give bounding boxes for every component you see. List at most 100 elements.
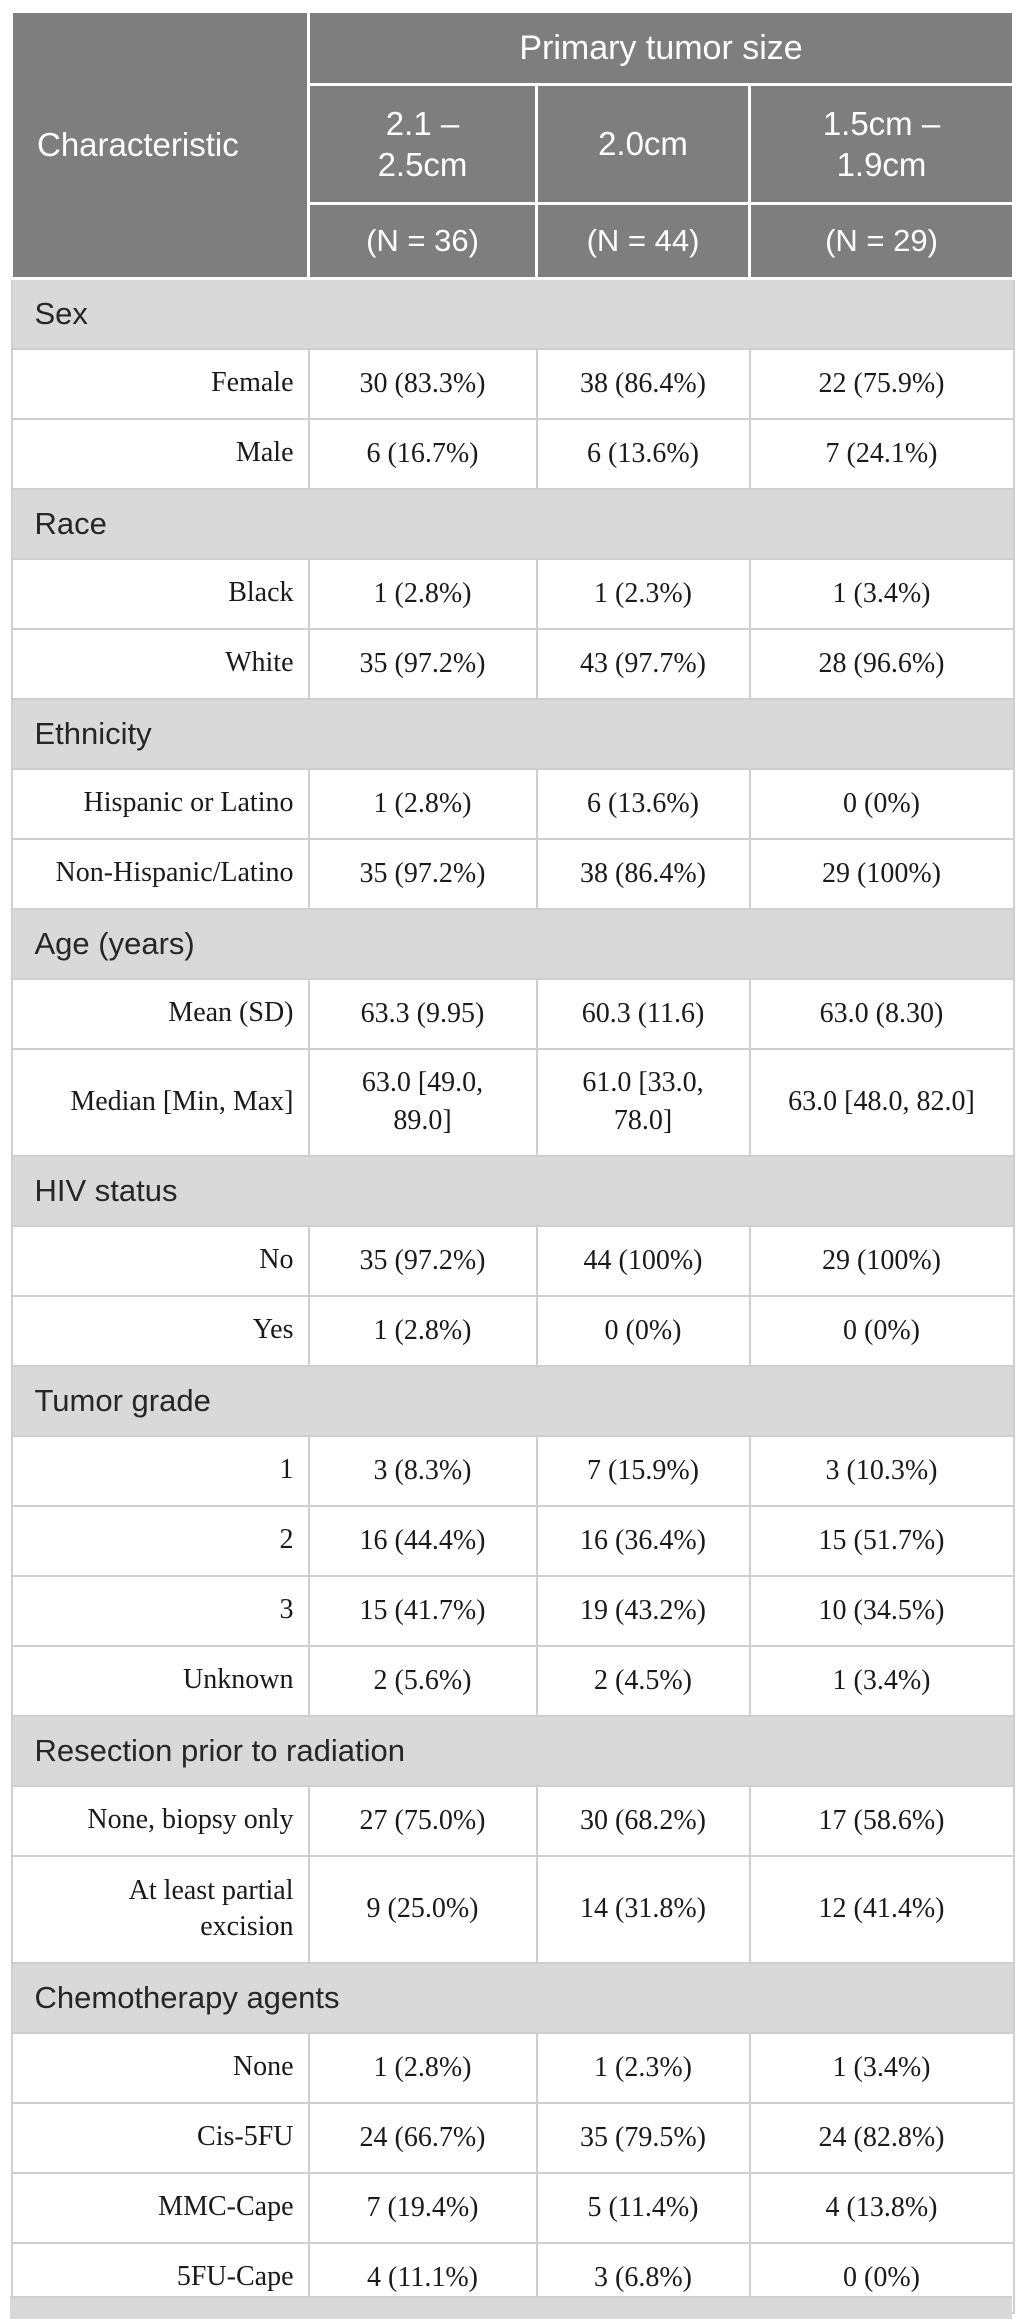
table-row: No 35 (97.2%) 44 (100%) 29 (100%) [10,1224,1015,1297]
row-label: 3 [10,1574,310,1647]
row-label: Cis-5FU [10,2101,310,2174]
cell-value: 1 (2.8%) [307,2031,538,2104]
row-label: Hispanic or Latino [10,767,310,840]
row-label: White [10,627,310,700]
cell-value: 0 (0%) [748,767,1015,840]
cell-value: 29 (100%) [748,1224,1015,1297]
cell-value: 16 (36.4%) [535,1504,751,1577]
table-row: Yes 1 (2.8%) 0 (0%) 0 (0%) [10,1294,1015,1367]
section-row-hiv-status: HIV status [10,1154,1015,1227]
cell-value: 35 (97.2%) [307,837,538,910]
section-title: Chemotherapy agents [10,1961,1015,2034]
cell-value: 63.0 [49.0, 89.0] [307,1047,538,1157]
row-label: None, biopsy only [10,1784,310,1857]
row-label: Male [10,417,310,490]
table-row: Median [Min, Max] 63.0 [49.0, 89.0] 61.0… [10,1047,1015,1157]
cell-value: 10 (34.5%) [748,1574,1015,1647]
table-row: Unknown 2 (5.6%) 2 (4.5%) 1 (3.4%) [10,1644,1015,1717]
table-row: Mean (SD) 63.3 (9.95) 60.3 (11.6) 63.0 (… [10,977,1015,1050]
cell-value: 14 (31.8%) [535,1854,751,1964]
characteristic-column-header: Characteristic [10,10,310,280]
row-label: Median [Min, Max] [10,1047,310,1157]
row-label: Yes [10,1294,310,1367]
cell-value: 35 (97.2%) [307,1224,538,1297]
section-title: Ethnicity [10,697,1015,770]
cell-value: 1 (2.3%) [535,2031,751,2104]
cell-value: 1 (2.8%) [307,557,538,630]
table-row: 3 15 (41.7%) 19 (43.2%) 10 (34.5%) [10,1574,1015,1647]
cell-value: 2 (4.5%) [535,1644,751,1717]
table-row: 2 16 (44.4%) 16 (36.4%) 15 (51.7%) [10,1504,1015,1577]
row-label: Mean (SD) [10,977,310,1050]
table-row: Cis-5FU 24 (66.7%) 35 (79.5%) 24 (82.8%) [10,2101,1015,2174]
table-row: None 1 (2.8%) 1 (2.3%) 1 (3.4%) [10,2031,1015,2104]
primary-tumor-size-group-header: Primary tumor size [306,10,1016,86]
cell-value: 63.0 (8.30) [748,977,1015,1050]
cell-value: 7 (24.1%) [748,417,1015,490]
cell-value: 30 (68.2%) [535,1784,751,1857]
table-row: MMC-Cape 7 (19.4%) 5 (11.4%) 4 (13.8%) [10,2171,1015,2244]
header-group-row: Characteristic Primary tumor size [10,10,1016,280]
section-row-ethnicity: Ethnicity [10,697,1015,770]
cell-value: 5 (11.4%) [535,2171,751,2244]
cell-value: 19 (43.2%) [535,1574,751,1647]
row-label: No [10,1224,310,1297]
table-row: Hispanic or Latino 1 (2.8%) 6 (13.6%) 0 … [10,767,1015,840]
section-row-sex: Sex [10,277,1015,350]
cell-value: 6 (16.7%) [307,417,538,490]
cell-value: 30 (83.3%) [307,347,538,420]
cell-value: 9 (25.0%) [307,1854,538,1964]
header-n-row: (N = 36) (N = 44) (N = 29) [12,202,1016,280]
cell-value: 16 (44.4%) [307,1504,538,1577]
cell-value: 6 (13.6%) [535,767,751,840]
section-row-resection: Resection prior to radiation [10,1714,1015,1787]
cell-value: 1 (3.4%) [748,1644,1015,1717]
cell-value: 12 (41.4%) [748,1854,1015,1964]
cell-value: 0 (0%) [748,1294,1015,1367]
cell-value: 44 (100%) [535,1224,751,1297]
cutoff-section-band [10,2296,1012,2319]
cell-value: 15 (41.7%) [307,1574,538,1647]
cell-value: 27 (75.0%) [307,1784,538,1857]
section-row-race: Race [10,487,1015,560]
section-title: Resection prior to radiation [10,1714,1015,1787]
section-title: Age (years) [10,907,1015,980]
column-header-size-3: 1.5cm – 1.9cm [747,83,1016,205]
row-label: Non-Hispanic/Latino [10,837,310,910]
row-label: Black [10,557,310,630]
table-row: White 35 (97.2%) 43 (97.7%) 28 (96.6%) [10,627,1015,700]
column-header-n-2: (N = 44) [535,202,751,280]
cell-value: 63.0 [48.0, 82.0] [748,1047,1015,1157]
section-row-age: Age (years) [10,907,1015,980]
cell-value: 3 (8.3%) [307,1434,538,1507]
table-row: Male 6 (16.7%) 6 (13.6%) 7 (24.1%) [10,417,1015,490]
cell-value: 35 (97.2%) [307,627,538,700]
cell-value: 1 (2.8%) [307,767,538,840]
cell-value: 43 (97.7%) [535,627,751,700]
cell-value: 1 (2.8%) [307,1294,538,1367]
cell-value: 29 (100%) [748,837,1015,910]
row-label: 2 [10,1504,310,1577]
column-header-size-1: 2.1 – 2.5cm [307,83,538,205]
section-title: Race [10,487,1015,560]
section-row-tumor-grade: Tumor grade [10,1364,1015,1437]
cell-value: 0 (0%) [535,1294,751,1367]
column-header-size-2: 2.0cm [535,83,751,205]
row-label: None [10,2031,310,2104]
row-label: At least partial excision [10,1854,310,1964]
section-row-chemotherapy: Chemotherapy agents [10,1961,1015,2034]
table-row: 1 3 (8.3%) 7 (15.9%) 3 (10.3%) [10,1434,1015,1507]
table-row: None, biopsy only 27 (75.0%) 30 (68.2%) … [10,1784,1015,1857]
section-title: Sex [10,277,1015,350]
cell-value: 6 (13.6%) [535,417,751,490]
cell-value: 1 (3.4%) [748,2031,1015,2104]
cell-value: 1 (2.3%) [535,557,751,630]
row-label: MMC-Cape [10,2171,310,2244]
row-label: Unknown [10,1644,310,1717]
cell-value: 63.3 (9.95) [307,977,538,1050]
row-label: 1 [10,1434,310,1507]
row-label: Female [10,347,310,420]
column-header-n-3: (N = 29) [747,202,1016,280]
column-header-n-1: (N = 36) [307,202,538,280]
